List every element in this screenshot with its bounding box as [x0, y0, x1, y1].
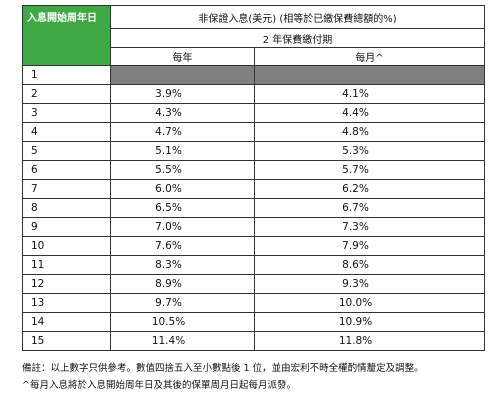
value-cell: 4.3% — [110, 103, 255, 123]
note: ^每月入息將於入息開始周年日及其後的保單周月日起每月派發。 — [22, 380, 296, 391]
corner-header: 入息開始周年日 — [22, 5, 111, 66]
year-cell: 13 — [22, 293, 111, 313]
value-cell: 5.1% — [110, 141, 255, 161]
table-row: 3 4.3% 4.4% — [22, 103, 486, 123]
year-cell: 4 — [22, 122, 111, 142]
table-row: 6 5.5% 5.7% — [22, 160, 486, 180]
value-cell: 7.9% — [253, 236, 486, 256]
value-cell: 4.8% — [253, 122, 486, 142]
value-cell: 11.4% — [110, 331, 255, 351]
value-cell: 8.9% — [110, 274, 255, 294]
table-row: 8 6.5% 6.7% — [22, 198, 486, 218]
value-cell: 9.3% — [253, 274, 486, 294]
value-cell: 5.7% — [253, 160, 486, 180]
value-cell: 6.0% — [110, 179, 255, 199]
value-cell: 10.0% — [253, 293, 486, 313]
year-cell: 8 — [22, 198, 111, 218]
table-row: 13 9.7% 10.0% — [22, 293, 486, 313]
value-cell — [110, 65, 255, 85]
table-row: 9 7.0% 7.3% — [22, 217, 486, 237]
table-row: 5 5.1% 5.3% — [22, 141, 486, 161]
table-row: 15 11.4% 11.8% — [22, 331, 486, 351]
year-cell: 12 — [22, 274, 111, 294]
year-cell: 1 — [22, 65, 111, 85]
value-cell: 6.2% — [253, 179, 486, 199]
table-body: 1 2 3.9% 4.1% 3 4.3% 4.4% 4 4.7% 4.8% 5 5.1% 5.3% 6 5.… — [22, 65, 486, 351]
table-row: 1 — [22, 65, 486, 85]
value-cell: 5.3% — [253, 141, 486, 161]
table-row: 12 8.9% 9.3% — [22, 274, 486, 294]
value-cell: 10.5% — [110, 312, 255, 332]
table-title: 非保證入息(美元) (相等於已繳保費總額的%) — [109, 5, 486, 29]
year-cell: 6 — [22, 160, 111, 180]
table-wrap: 入息開始周年日 非保證入息(美元) (相等於已繳保費總額的%) 2 年保費繳付期… — [22, 5, 486, 351]
value-cell: 7.6% — [110, 236, 255, 256]
value-cell: 6.7% — [253, 198, 486, 218]
value-cell: 8.6% — [253, 255, 486, 275]
year-cell: 9 — [22, 217, 111, 237]
year-cell: 7 — [22, 179, 111, 199]
table-subtitle: 2 年保費繳付期 — [109, 28, 486, 48]
value-cell: 5.5% — [110, 160, 255, 180]
year-cell: 5 — [22, 141, 111, 161]
table-row: 10 7.6% 7.9% — [22, 236, 486, 256]
value-cell: 6.5% — [110, 198, 255, 218]
table-row: 11 8.3% 8.6% — [22, 255, 486, 275]
year-cell: 2 — [22, 84, 111, 104]
table-row: 14 10.5% 10.9% — [22, 312, 486, 332]
value-cell: 4.1% — [253, 84, 486, 104]
note: 備註：以上數字只供參考。數值四捨五入至小數點後 1 位，並由宏利不時全權酌情釐定… — [22, 363, 424, 374]
income-table: 入息開始周年日 非保證入息(美元) (相等於已繳保費總額的%) 2 年保費繳付期… — [22, 5, 486, 351]
year-cell: 11 — [22, 255, 111, 275]
value-cell — [253, 65, 486, 85]
value-cell: 4.7% — [110, 122, 255, 142]
value-cell: 8.3% — [110, 255, 255, 275]
notes: 備註：以上數字只供參考。數值四捨五入至小數點後 1 位，並由宏利不時全權酌情釐定… — [22, 360, 424, 394]
column-header: 每年 — [110, 47, 255, 66]
table-row: 7 6.0% 6.2% — [22, 179, 486, 199]
value-cell: 7.0% — [110, 217, 255, 237]
value-cell: 3.9% — [110, 84, 255, 104]
value-cell: 10.9% — [253, 312, 486, 332]
year-cell: 15 — [22, 331, 111, 351]
value-cell: 9.7% — [110, 293, 255, 313]
table-row: 4 4.7% 4.8% — [22, 122, 486, 142]
year-cell: 14 — [22, 312, 111, 332]
value-cell: 4.4% — [253, 103, 486, 123]
column-header: 每月^ — [253, 47, 486, 66]
value-cell: 7.3% — [253, 217, 486, 237]
table-row: 2 3.9% 4.1% — [22, 84, 486, 104]
value-cell: 11.8% — [253, 331, 486, 351]
year-cell: 3 — [22, 103, 111, 123]
year-cell: 10 — [22, 236, 111, 256]
